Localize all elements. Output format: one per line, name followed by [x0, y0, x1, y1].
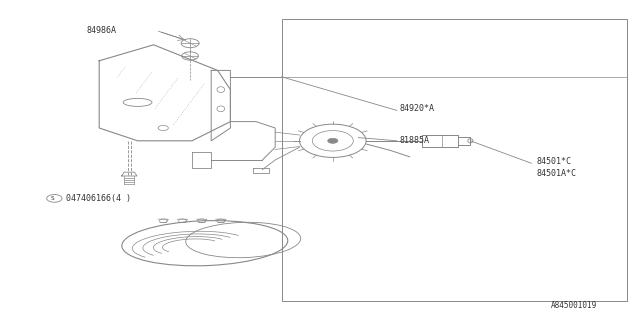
Text: 84501A*C: 84501A*C — [536, 169, 576, 178]
Text: 84501*C: 84501*C — [536, 157, 572, 166]
Text: 047406166(4 ): 047406166(4 ) — [66, 194, 131, 203]
Text: 84920*A: 84920*A — [400, 104, 435, 113]
Circle shape — [328, 138, 338, 143]
Text: A845001019: A845001019 — [550, 301, 596, 310]
Text: 81885A: 81885A — [400, 136, 430, 145]
Bar — [282, 19, 627, 301]
Text: 84986A: 84986A — [86, 26, 116, 35]
Text: S: S — [51, 196, 54, 201]
